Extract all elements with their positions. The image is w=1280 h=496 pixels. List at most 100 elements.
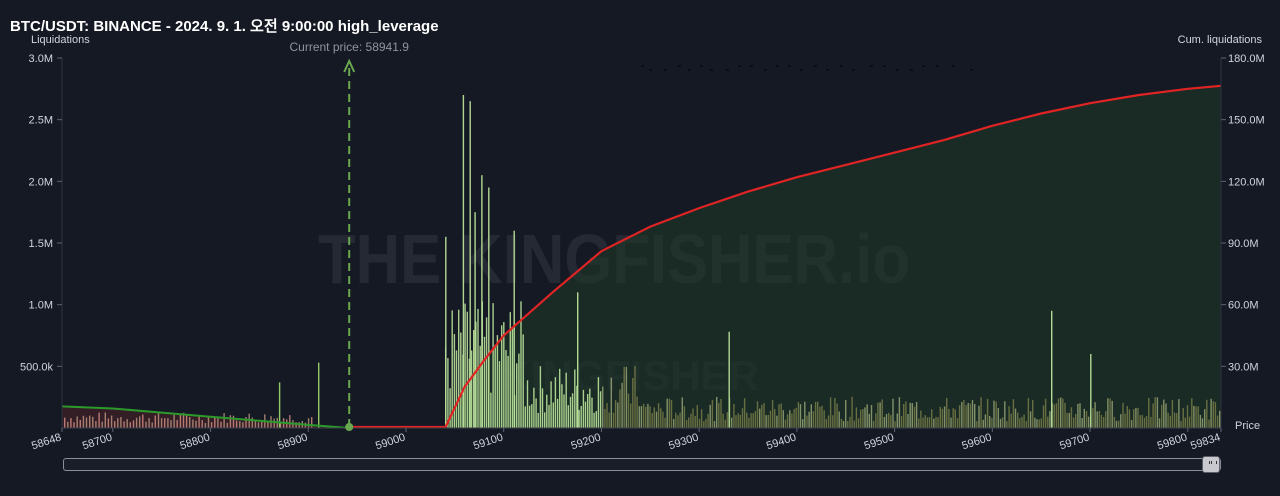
- liquidation-bar: [920, 410, 922, 428]
- liquidation-bar: [1087, 416, 1090, 428]
- liquidation-bar: [535, 398, 537, 428]
- liquidation-bar: [267, 421, 269, 428]
- liquidation-bar: [1156, 397, 1159, 428]
- liquidation-bar: [649, 406, 651, 428]
- liquidation-bar: [868, 413, 870, 428]
- liquidation-bar: [888, 412, 890, 428]
- liquidation-bar: [261, 420, 263, 428]
- liquidation-bar: [991, 417, 993, 428]
- liquidation-bar: [67, 421, 69, 428]
- liquidation-bar: [922, 417, 924, 428]
- x-tick-label: 59500: [863, 431, 896, 452]
- left-tick-label: 1.5M: [29, 238, 53, 250]
- liquidation-bar: [526, 380, 529, 428]
- range-scrollbar[interactable]: [63, 456, 1221, 473]
- liquidation-bar: [827, 415, 830, 428]
- liquidation-bar: [559, 368, 561, 428]
- liquidation-bar: [1130, 420, 1133, 428]
- liquidation-bar: [879, 402, 881, 428]
- liquidation-bar: [1148, 397, 1150, 428]
- liquidation-bar: [978, 405, 980, 428]
- liquidation-bar: [731, 417, 733, 428]
- liquidation-bar: [189, 416, 191, 428]
- liquidation-bar: [915, 402, 918, 428]
- liquidation-bar: [462, 95, 465, 428]
- liquidation-bar: [1135, 407, 1137, 428]
- liquidation-bar: [595, 411, 597, 428]
- liquidation-bar: [673, 419, 675, 428]
- x-ticks: 58648 58700 58800 58900 59000 59100 59200 59300…: [30, 428, 1222, 452]
- liquidation-bar: [763, 403, 765, 428]
- liquidation-bar: [752, 413, 754, 428]
- liquidation-bar: [855, 407, 858, 428]
- liquidation-bar: [1107, 398, 1109, 428]
- current-price-dot: [345, 423, 354, 431]
- current-price-marker[interactable]: Current price: 58941.9: [290, 40, 410, 431]
- liquidation-bar: [226, 422, 228, 428]
- liquidation-bar: [986, 398, 989, 428]
- liquidation-bar: [885, 414, 888, 428]
- liquidation-bar: [845, 400, 847, 428]
- liquidation-bar: [961, 402, 963, 428]
- liquidation-bar: [928, 417, 931, 428]
- left-y-ticks: 500.0k 1.0M 1.5M 2.0M 2.5M 3.0M: [20, 53, 62, 373]
- liquidation-bar: [946, 397, 948, 428]
- x-tick-label: 59800: [1156, 431, 1189, 452]
- liquidation-bar: [767, 415, 769, 428]
- liquidation-bar: [756, 401, 759, 428]
- liquidation-bar: [1036, 419, 1038, 428]
- liquidation-bar: [242, 422, 244, 428]
- liquidation-bar: [963, 399, 965, 428]
- liquidation-bar: [647, 403, 649, 428]
- liquidation-bar: [675, 412, 677, 428]
- liquidation-bar: [780, 403, 782, 428]
- liquidation-bar: [746, 412, 748, 428]
- liquidation-bar: [548, 404, 550, 428]
- liquidation-bar: [466, 311, 468, 428]
- liquidation-bar: [733, 403, 735, 428]
- liquidation-bar: [662, 411, 664, 428]
- liquidation-bar: [1008, 406, 1010, 428]
- liquidation-bar: [556, 398, 559, 428]
- liquidation-bar: [494, 344, 496, 428]
- liquidation-bar: [479, 345, 481, 428]
- liquidation-bar: [1092, 408, 1094, 428]
- liquidation-bar: [918, 418, 920, 428]
- liquidation-bar: [761, 404, 763, 428]
- liquidation-bar: [505, 350, 507, 428]
- liquidation-bar: [838, 411, 840, 428]
- liquidation-bar: [220, 421, 222, 428]
- liquidation-bar: [724, 419, 726, 428]
- liquidation-bar: [1176, 413, 1178, 428]
- liquidation-bar: [95, 421, 97, 428]
- liquidation-bar: [765, 415, 767, 428]
- liquidation-bar: [107, 418, 110, 428]
- liquidation-bar: [170, 420, 172, 428]
- liquidation-bar: [627, 393, 630, 428]
- liquidation-bar: [232, 415, 235, 428]
- scrollbar-handle[interactable]: [1202, 456, 1220, 473]
- liquidation-chart[interactable]: THE KINGFISHER.io KINGFISHER 500.0k1.0M1…: [0, 0, 1280, 455]
- liquidation-bar: [1044, 398, 1047, 428]
- liquidation-bar: [924, 415, 926, 428]
- liquidation-bar: [98, 412, 100, 428]
- liquidation-bar: [709, 404, 711, 428]
- liquidation-bar: [490, 392, 492, 428]
- cum-short-area: [445, 85, 1221, 429]
- liquidation-bar: [475, 321, 477, 428]
- liquidation-bar: [509, 312, 511, 428]
- liquidation-bar: [561, 384, 563, 428]
- liquidation-bar: [931, 409, 933, 428]
- liquidation-bar: [707, 413, 709, 428]
- cum-long-line: [61, 405, 350, 429]
- liquidation-bar: [1199, 414, 1202, 428]
- liquidation-bar: [890, 415, 892, 428]
- liquidation-bar: [956, 418, 959, 428]
- liquidation-bar: [528, 405, 531, 428]
- liquidation-bar: [483, 336, 486, 428]
- liquidation-bar: [907, 414, 909, 428]
- liquidation-bar: [900, 416, 903, 428]
- liquidation-bar: [950, 417, 952, 428]
- liquidation-bar: [552, 402, 554, 428]
- liquidation-bar: [79, 419, 81, 428]
